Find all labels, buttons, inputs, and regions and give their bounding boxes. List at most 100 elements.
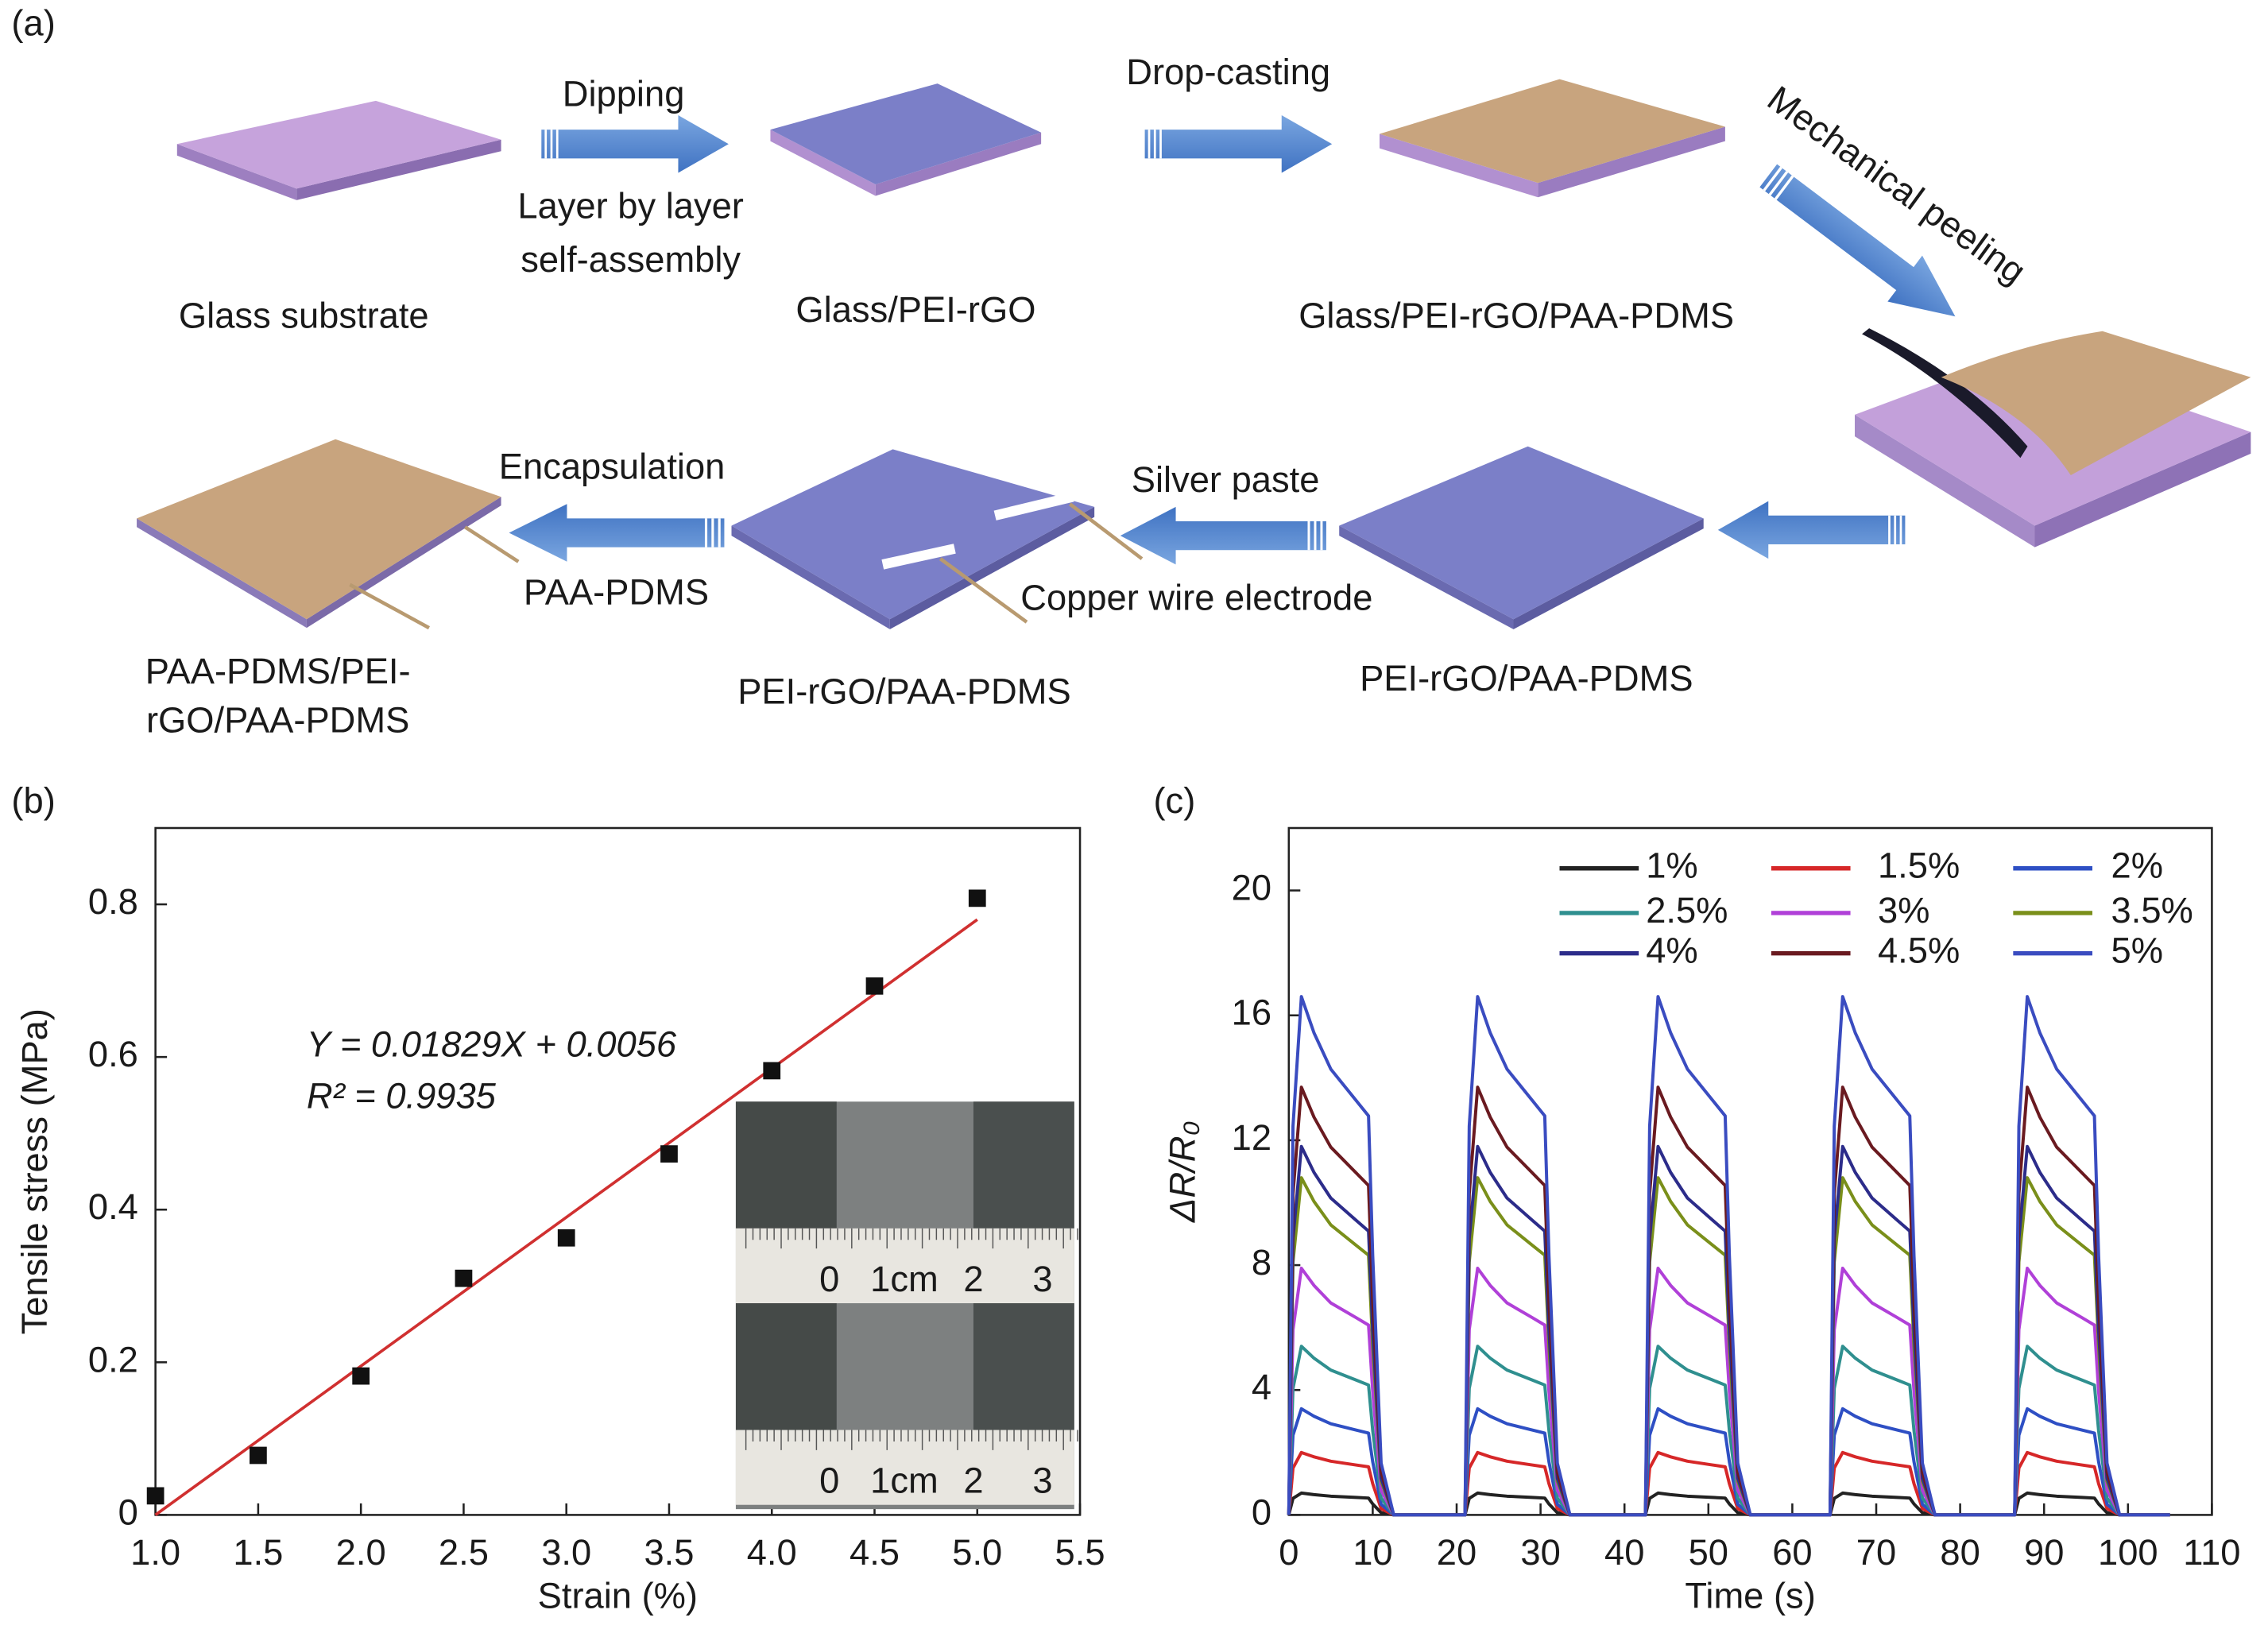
x-tick-label: 4.0 (747, 1532, 797, 1573)
inset-ruler (735, 1430, 1074, 1505)
node-label: Glass/PEI-rGO/PAA-PDMS (1298, 295, 1734, 335)
y-tick-label: 0.8 (88, 881, 138, 922)
x-tick-label: 60 (1772, 1532, 1812, 1573)
y-tick-label: 0 (1252, 1492, 1271, 1532)
data-point (352, 1367, 370, 1385)
x-axis-title: Strain (%) (538, 1575, 698, 1616)
x-tick-label: 2.5 (439, 1532, 489, 1573)
series-line (1287, 1345, 2170, 1517)
legend-label: 2% (2111, 846, 2163, 886)
plot-frame (154, 826, 1082, 1516)
inset-label: 1cm (870, 1461, 939, 1501)
step-label: Dipping (563, 73, 685, 114)
legend-label: 2.5% (1646, 890, 1728, 931)
panel-label: (a) (11, 3, 55, 44)
series-line (1287, 1085, 2170, 1517)
annotation: Y = 0.01829X + 0.0056 (307, 1024, 677, 1064)
x-tick-label: 3.5 (644, 1532, 694, 1573)
legend-label: 3.5% (2111, 890, 2193, 931)
data-point (557, 1229, 575, 1247)
slab-encapsulated (137, 439, 520, 630)
x-tick-label: 5.0 (952, 1532, 1002, 1573)
inset-clamp (973, 1101, 1074, 1229)
x-tick-label: 4.5 (850, 1532, 900, 1573)
slab-peeling (1854, 328, 2251, 548)
slab-glass-pei (770, 83, 1042, 196)
y-tick-label: 0.2 (88, 1339, 138, 1380)
y-tick-label: 16 (1232, 993, 1271, 1033)
step-label: PAA-PDMS (524, 571, 709, 612)
x-tick-label: 5.5 (1055, 1532, 1105, 1573)
node-label: PEI-rGO/PAA-PDMS (1360, 658, 1693, 698)
data-point (146, 1487, 164, 1505)
arrow (1144, 114, 1333, 174)
series-line (1287, 1491, 2170, 1517)
panel-label: (c) (1153, 780, 1195, 821)
x-tick-label: 2.0 (336, 1532, 386, 1573)
x-tick-label: 110 (2183, 1532, 2240, 1573)
step-label: Drop-casting (1126, 52, 1330, 92)
inset-clamp (735, 1303, 837, 1430)
slab-glass (176, 100, 501, 200)
x-tick-label: 40 (1604, 1532, 1644, 1573)
legend-label: 3% (1878, 890, 1929, 931)
legend-label: 1% (1646, 846, 1697, 886)
inset-clamp (735, 1101, 837, 1229)
y-tick-label: 4 (1252, 1367, 1271, 1407)
y-axis-title: ΔR/R₀ (1162, 1120, 1202, 1223)
series-line (1287, 1267, 2170, 1517)
panel-label: (b) (11, 780, 55, 821)
inset-label: 1cm (870, 1259, 939, 1299)
x-tick-label: 70 (1856, 1532, 1896, 1573)
plot-frame (1287, 826, 2213, 1516)
y-axis-title: Tensile stress (MPa) (14, 1008, 55, 1334)
x-tick-label: 0 (1279, 1532, 1298, 1573)
step-label: Layer by layer (517, 186, 744, 226)
inset-label: 2 (963, 1461, 983, 1501)
x-tick-label: 90 (2024, 1532, 2064, 1573)
inset-label: 0 (819, 1259, 839, 1299)
step-label: Copper wire electrode (1020, 578, 1372, 618)
legend-label: 1.5% (1878, 846, 1960, 886)
series-line (1287, 1407, 2170, 1517)
node-label: PAA-PDMS/PEI- (145, 651, 411, 691)
data-point (968, 889, 986, 907)
inset-label: 3 (1032, 1461, 1052, 1501)
inset-label: 0 (819, 1461, 839, 1501)
x-tick-label: 20 (1437, 1532, 1477, 1573)
node-label: Glass/PEI-rGO (795, 289, 1035, 330)
slab-electrode (731, 449, 1144, 629)
step-label: self-assembly (521, 239, 741, 280)
series-line (1287, 1450, 2170, 1517)
data-point (250, 1446, 267, 1465)
slab-glass-pei-paa (1379, 79, 1725, 198)
slab-pei-paa (1339, 446, 1704, 629)
arrow (507, 502, 726, 563)
inset-ruler (735, 1228, 1074, 1304)
legend-label: 5% (2111, 931, 2163, 971)
series-line (1287, 995, 2170, 1517)
step-label: Encapsulation (499, 447, 726, 487)
data-point (455, 1269, 473, 1287)
fit-line (154, 918, 978, 1516)
y-tick-label: 8 (1252, 1242, 1271, 1283)
x-tick-label: 50 (1689, 1532, 1728, 1573)
x-tick-label: 80 (1940, 1532, 1980, 1573)
inset-clamp (973, 1303, 1074, 1430)
x-tick-label: 3.0 (541, 1532, 591, 1573)
step-label: Silver paste (1132, 459, 1320, 500)
data-point (865, 977, 884, 995)
data-point (660, 1145, 678, 1163)
data-point (763, 1062, 781, 1080)
node-label: rGO/PAA-PDMS (146, 700, 409, 741)
y-tick-label: 0.6 (88, 1034, 138, 1074)
x-tick-label: 10 (1353, 1532, 1392, 1573)
y-tick-label: 20 (1232, 868, 1271, 908)
x-tick-label: 1.5 (233, 1532, 283, 1573)
x-tick-label: 1.0 (130, 1532, 180, 1573)
x-tick-label: 30 (1520, 1532, 1560, 1573)
node-label: Glass substrate (179, 295, 429, 335)
inset-label: 3 (1032, 1259, 1052, 1299)
